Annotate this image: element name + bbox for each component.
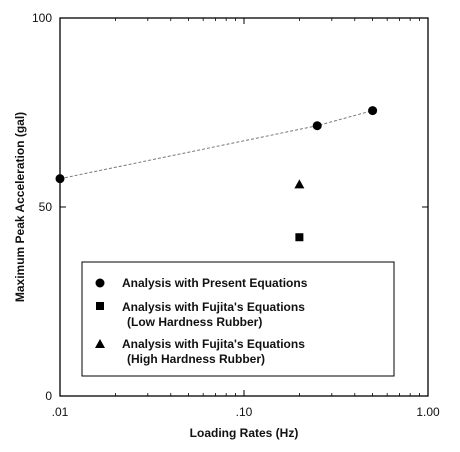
legend: Analysis with Present Equations Analysis… [81, 261, 395, 377]
legend-marker-triangle [95, 339, 105, 348]
legend-marker-circle [95, 278, 105, 288]
axis-ticks: .01 .10 1.00 0 50 100 [32, 11, 440, 419]
trendline [59, 110, 373, 180]
trendlines [59, 110, 373, 180]
data-point-triangle [294, 179, 305, 189]
legend-label-fujita-low-sub: (Low Hardness Rubber) [127, 315, 262, 329]
legend-label-fujita-high-sub: (High Hardness Rubber) [127, 352, 265, 366]
data-point-square [295, 233, 304, 242]
legend-label-present: Analysis with Present Equations [122, 276, 308, 290]
data-point-circle [55, 174, 65, 184]
legend-label-fujita-high: Analysis with Fujita's Equations [122, 337, 305, 351]
data-point-circle [312, 121, 322, 131]
legend-box [81, 261, 395, 377]
y-tick-label: 0 [45, 389, 52, 403]
y-axis-title: Maximum Peak Acceleration (gal) [13, 112, 27, 302]
x-tick-label: .10 [236, 405, 253, 419]
legend-label-fujita-low: Analysis with Fujita's Equations [122, 300, 305, 314]
x-axis-title: Loading Rates (Hz) [190, 426, 299, 440]
y-tick-label: 50 [39, 200, 53, 214]
data-points [55, 106, 378, 242]
legend-marker-square [96, 302, 104, 310]
x-tick-label: .01 [52, 405, 69, 419]
x-tick-label: 1.00 [416, 405, 440, 419]
y-tick-label: 100 [32, 11, 52, 25]
data-point-circle [368, 106, 378, 116]
